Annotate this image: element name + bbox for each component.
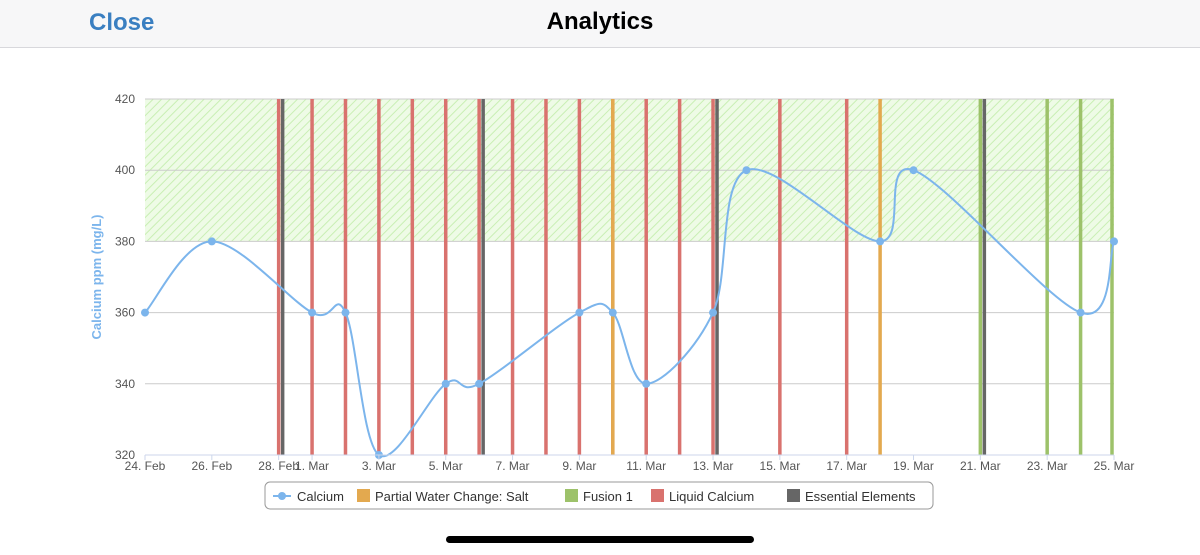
legend-symbol — [787, 489, 800, 502]
y-tick-label: 320 — [115, 448, 135, 462]
calcium-data-point[interactable] — [1076, 308, 1085, 317]
y-tick-label: 360 — [115, 306, 135, 320]
legend-symbol — [651, 489, 664, 502]
x-tick-label: 25. Mar — [1094, 459, 1135, 473]
calcium-data-point[interactable] — [207, 237, 216, 246]
calcium-data-point[interactable] — [1110, 237, 1118, 246]
y-tick-label: 380 — [115, 234, 135, 248]
calcium-data-point[interactable] — [441, 379, 450, 388]
legend-label: Partial Water Change: Salt — [375, 489, 529, 504]
legend-label: Liquid Calcium — [669, 489, 754, 504]
x-tick-label: 1. Mar — [295, 459, 329, 473]
calcium-data-point[interactable] — [475, 379, 484, 388]
y-tick-label: 420 — [115, 92, 135, 106]
x-tick-label: 19. Mar — [893, 459, 934, 473]
x-tick-label: 28. Feb — [258, 459, 299, 473]
legend-label: Fusion 1 — [583, 489, 633, 504]
x-tick-label: 13. Mar — [693, 459, 734, 473]
x-tick-label: 11. Mar — [626, 459, 666, 473]
x-tick-label: 5. Mar — [429, 459, 463, 473]
calcium-data-point[interactable] — [341, 308, 350, 317]
x-tick-label: 23. Mar — [1027, 459, 1068, 473]
calcium-data-point[interactable] — [575, 308, 584, 317]
x-tick-label: 24. Feb — [125, 459, 166, 473]
calcium-data-point[interactable] — [141, 308, 149, 317]
x-tick-label: 26. Feb — [191, 459, 232, 473]
calcium-data-point[interactable] — [876, 237, 885, 246]
nav-bar: Close Analytics — [0, 0, 1200, 48]
legend-item-essential-elements[interactable]: Essential Elements — [787, 489, 916, 504]
chart-container: 320 340 360 380 400 420 24. Feb 26. Feb 28. Feb 1… — [0, 48, 1200, 518]
x-tick-label: 3. Mar — [362, 459, 396, 473]
x-tick-label: 21. Mar — [960, 459, 1001, 473]
page-title: Analytics — [546, 8, 654, 35]
legend-item-calcium[interactable]: Calcium — [273, 489, 344, 504]
calcium-data-point[interactable] — [642, 379, 651, 388]
calcium-data-point[interactable] — [909, 166, 918, 175]
legend-symbol — [357, 489, 370, 502]
calcium-data-point[interactable] — [709, 308, 718, 317]
home-indicator — [446, 536, 754, 543]
calcium-data-point[interactable] — [308, 308, 317, 317]
y-axis-title: Calcium ppm (mg/L) — [89, 215, 104, 340]
x-tick-label: 9. Mar — [562, 459, 596, 473]
y-tick-label: 340 — [115, 377, 135, 391]
y-tick-label: 400 — [115, 163, 135, 177]
calcium-data-point[interactable] — [742, 166, 751, 175]
x-tick-label: 15. Mar — [760, 459, 801, 473]
legend-item-fusion-1[interactable]: Fusion 1 — [565, 489, 633, 504]
x-tick-label: 7. Mar — [496, 459, 530, 473]
legend-symbol — [565, 489, 578, 502]
legend-item-partial-water-change-salt[interactable]: Partial Water Change: Salt — [357, 489, 529, 504]
close-button[interactable]: Close — [89, 9, 155, 36]
calcium-data-point[interactable] — [608, 308, 617, 317]
x-tick-label: 17. Mar — [826, 459, 867, 473]
legend-label: Essential Elements — [805, 489, 916, 504]
legend-item-liquid-calcium[interactable]: Liquid Calcium — [651, 489, 754, 504]
legend-label: Calcium — [297, 489, 344, 504]
legend-box — [264, 481, 934, 510]
legend-symbol — [278, 492, 286, 500]
